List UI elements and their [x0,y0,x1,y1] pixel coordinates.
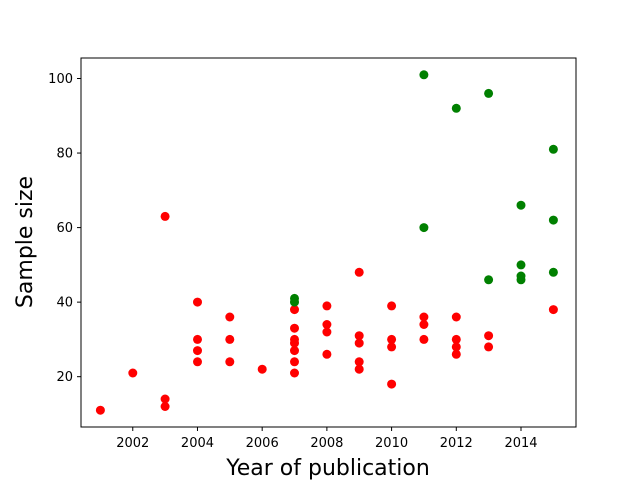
data-point [516,260,526,270]
data-point [290,368,299,378]
data-point [419,334,429,344]
y-tick-label: 20 [56,370,73,385]
data-point [484,342,494,352]
y-tick-label: 100 [48,72,73,87]
data-point [95,405,105,415]
x-axis-ticks: 2002 2004 2006 2008 2010 2012 2014 [116,427,538,451]
y-axis-ticks: 20 40 60 80 100 [48,72,81,385]
data-point [419,320,429,329]
data-point [484,88,494,98]
y-tick-label: 80 [56,147,73,162]
x-tick-label: 2002 [116,436,149,451]
plot-area [81,58,576,427]
points-layer [95,70,558,415]
data-point [225,334,235,344]
data-point [387,334,397,344]
data-point [128,368,138,378]
data-point [322,349,332,359]
data-point [516,275,526,285]
data-point [387,342,397,352]
data-point [160,402,170,411]
data-point [193,346,202,356]
data-point [548,305,558,315]
data-point [484,275,494,285]
data-point [322,327,332,337]
data-point [548,267,558,277]
x-tick-label: 2012 [440,436,473,451]
data-point [225,312,235,322]
data-point [451,342,461,352]
data-point [548,144,558,154]
x-tick-label: 2004 [181,436,214,451]
data-point [451,103,461,113]
data-point [419,223,429,233]
data-point [193,357,202,367]
data-point [451,334,461,344]
data-point [451,349,461,359]
y-tick-label: 40 [56,296,73,311]
data-point [290,323,299,333]
data-point [451,312,461,322]
data-point [225,357,235,367]
data-point [257,364,267,374]
x-tick-label: 2006 [246,436,279,451]
data-point [290,357,299,367]
data-point [516,200,526,210]
x-axis-title: Year of publication [225,456,430,480]
plot-frame [80,57,577,428]
x-tick-label: 2008 [310,436,343,451]
data-point [354,364,364,374]
data-point [354,338,364,348]
data-point [290,346,299,356]
data-point [484,331,494,341]
data-point [290,297,299,307]
data-point [387,301,397,311]
data-point [387,379,397,389]
y-tick-label: 60 [56,221,73,236]
data-point [322,301,332,311]
y-axis-title: Sample size [13,176,38,308]
x-tick-label: 2010 [375,436,408,451]
data-point [548,215,558,225]
data-point [419,312,429,322]
data-point [354,267,364,277]
data-point [354,331,364,341]
data-point [419,70,429,80]
data-point [290,338,299,348]
data-point [193,334,202,344]
data-point [193,297,202,307]
data-point [354,357,364,367]
data-point [160,394,170,404]
data-point [322,320,332,329]
x-tick-label: 2014 [504,436,537,451]
data-point [290,305,299,315]
data-point [160,211,170,221]
